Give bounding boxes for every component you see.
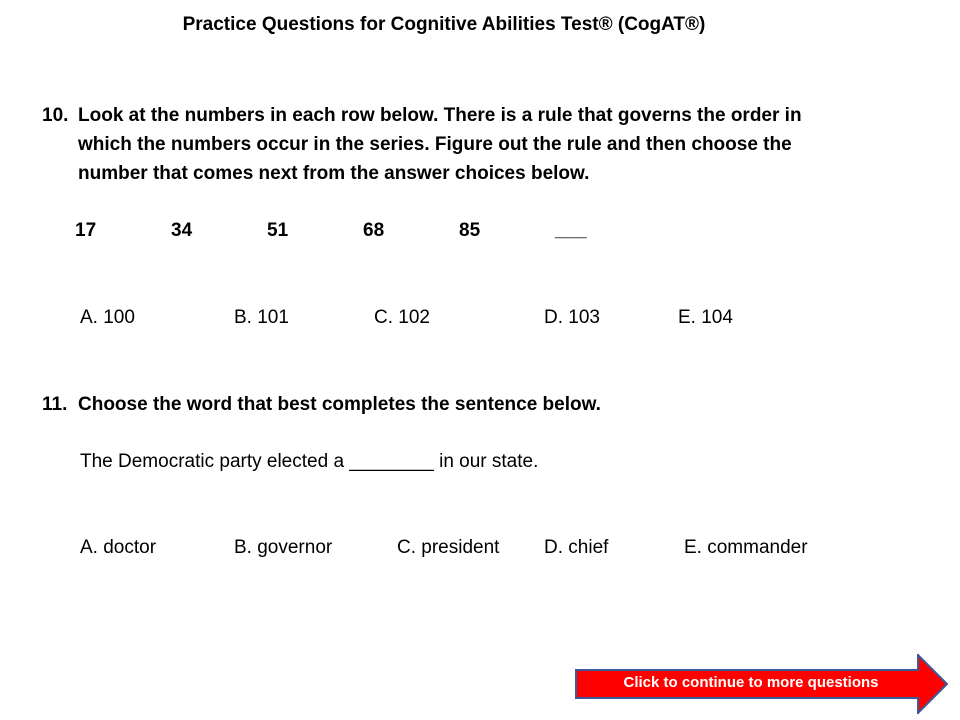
- answer-choice-a[interactable]: A. 100: [80, 307, 135, 328]
- answer-choice-b[interactable]: B. 101: [234, 307, 289, 328]
- sequence-blank: ___: [555, 220, 587, 241]
- sequence-number: 68: [363, 220, 385, 241]
- question-number: 11.: [42, 394, 68, 415]
- question-text-line: which the numbers occur in the series. F…: [78, 134, 792, 155]
- question-text: Look at the numbers in each row below. T…: [78, 101, 802, 188]
- question-text-line: number that comes next from the answer c…: [78, 163, 590, 184]
- sequence-number: 34: [171, 220, 193, 241]
- answer-choice-b[interactable]: B. governor: [234, 537, 333, 558]
- answer-choice-e[interactable]: E. commander: [684, 537, 808, 558]
- right-arrow-icon: [575, 654, 949, 714]
- answer-choice-d[interactable]: D. 103: [544, 307, 600, 328]
- question-text-line: Look at the numbers in each row below. T…: [78, 105, 802, 126]
- answer-choice-c[interactable]: C. president: [397, 537, 500, 558]
- answer-choice-e[interactable]: E. 104: [678, 307, 733, 328]
- question-number: 10.: [42, 105, 69, 126]
- question-text: Choose the word that best completes the …: [78, 394, 601, 415]
- continue-button[interactable]: Click to continue to more questions: [575, 654, 949, 714]
- fill-in-sentence: The Democratic party elected a ________ …: [80, 451, 539, 472]
- continue-button-label: Click to continue to more questions: [623, 674, 879, 691]
- sequence-number: 51: [267, 220, 289, 241]
- answer-choice-d[interactable]: D. chief: [544, 537, 609, 558]
- sequence-number: 17: [75, 220, 97, 241]
- answer-choice-a[interactable]: A. doctor: [80, 537, 157, 558]
- page-title: Practice Questions for Cognitive Abiliti…: [182, 14, 706, 35]
- answer-choice-c[interactable]: C. 102: [374, 307, 430, 328]
- sequence-number: 85: [459, 220, 481, 241]
